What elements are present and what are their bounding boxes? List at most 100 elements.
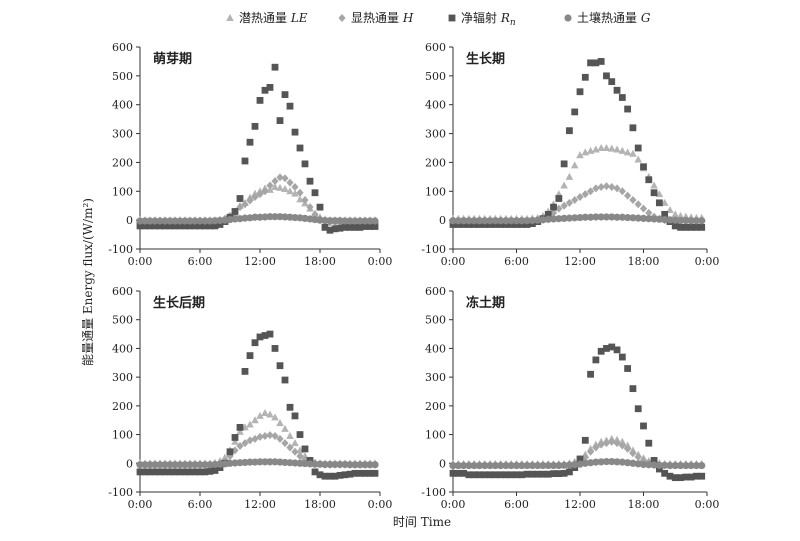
point-Rn: [191, 468, 199, 476]
point-G: [266, 213, 274, 221]
point-Rn: [316, 203, 324, 211]
point-H: [581, 190, 589, 199]
point-G: [645, 461, 653, 469]
point-Rn: [449, 469, 457, 477]
legend-item-G: 土壤热通量 G: [564, 10, 651, 25]
point-G: [671, 216, 679, 224]
point-G: [666, 461, 674, 470]
point-Rn: [156, 222, 164, 230]
point-Rn: [518, 471, 526, 479]
point-Rn: [246, 352, 254, 360]
point-Rn: [356, 469, 364, 477]
point-Rn: [634, 405, 642, 413]
point-G: [692, 461, 701, 470]
point-Rn: [196, 222, 204, 230]
point-Rn: [581, 73, 589, 81]
point-Rn: [346, 470, 354, 478]
point-Rn: [251, 122, 259, 130]
x-tick-label: 18:00: [304, 255, 336, 268]
point-Rn: [481, 221, 489, 228]
point-Rn: [371, 223, 379, 230]
point-G: [481, 217, 489, 225]
point-LE: [256, 411, 264, 419]
point-G: [470, 461, 478, 470]
point-H: [608, 182, 616, 191]
point-Rn: [261, 332, 269, 339]
point-G: [366, 461, 374, 469]
point-G: [629, 459, 637, 467]
point-Rn: [650, 457, 658, 464]
point-G: [161, 217, 169, 225]
point-G: [518, 217, 526, 225]
point-G: [454, 461, 462, 470]
point-Rn: [486, 471, 494, 479]
point-G: [560, 214, 568, 223]
point-G: [624, 459, 632, 467]
point-G: [497, 461, 505, 470]
point-G: [650, 215, 658, 223]
y-tick-label: 500: [112, 70, 133, 83]
point-G: [136, 217, 144, 225]
point-H: [634, 200, 642, 209]
legend: 潜热通量 LE 显热通量 H 净辐射 Rn 土壤热通量 G: [226, 10, 651, 28]
point-H: [613, 439, 621, 448]
point-Rn: [296, 144, 304, 152]
point-H: [286, 178, 294, 187]
point-LE: [251, 416, 259, 424]
point-Rn: [361, 223, 369, 230]
point-Rn: [366, 469, 374, 477]
point-G: [186, 461, 194, 469]
point-H: [549, 208, 558, 217]
point-LE: [276, 183, 284, 191]
point-G: [608, 213, 616, 221]
point-G: [645, 215, 653, 223]
point-H: [560, 201, 568, 210]
point-Rn: [640, 422, 647, 430]
point-Rn: [497, 221, 505, 228]
y-tick-label: 200: [112, 400, 133, 413]
point-Rn: [301, 445, 309, 453]
point-Rn: [677, 223, 684, 231]
point-Rn: [513, 471, 520, 479]
point-Rn: [371, 469, 379, 477]
point-Rn: [539, 470, 547, 478]
point-H: [624, 191, 632, 200]
point-G: [171, 461, 179, 469]
point-Rn: [231, 208, 239, 215]
point-G: [465, 217, 473, 225]
point-G: [486, 461, 494, 470]
point-G: [624, 213, 632, 222]
x-axis-label: 时间 Time: [393, 515, 451, 529]
point-LE: [650, 181, 658, 189]
series-G: [449, 213, 706, 225]
point-Rn: [186, 222, 194, 230]
point-Rn: [587, 59, 594, 67]
point-G: [475, 217, 484, 225]
point-H: [586, 187, 595, 196]
point-G: [151, 217, 159, 225]
point-H: [613, 184, 621, 193]
point-G: [201, 461, 209, 469]
point-Rn: [306, 177, 314, 185]
point-G: [592, 458, 600, 466]
point-Rn: [141, 222, 149, 230]
point-Rn: [156, 468, 164, 476]
point-G: [534, 216, 542, 224]
point-Rn: [597, 58, 605, 65]
point-G: [597, 213, 605, 221]
point-LE: [291, 439, 299, 447]
y-tick-label: 200: [112, 156, 133, 169]
point-LE: [570, 161, 579, 169]
x-tick-label: 0:00: [441, 498, 466, 511]
y-tick-label: 600: [425, 41, 446, 54]
point-Rn: [276, 362, 284, 370]
point-G: [146, 461, 154, 469]
point-Rn: [146, 222, 154, 230]
point-G: [486, 217, 494, 225]
point-Rn: [301, 160, 309, 168]
point-Rn: [246, 138, 254, 146]
y-tick-label: -100: [421, 486, 446, 499]
point-LE: [266, 410, 274, 418]
point-G: [565, 461, 574, 469]
point-Rn: [241, 157, 249, 165]
